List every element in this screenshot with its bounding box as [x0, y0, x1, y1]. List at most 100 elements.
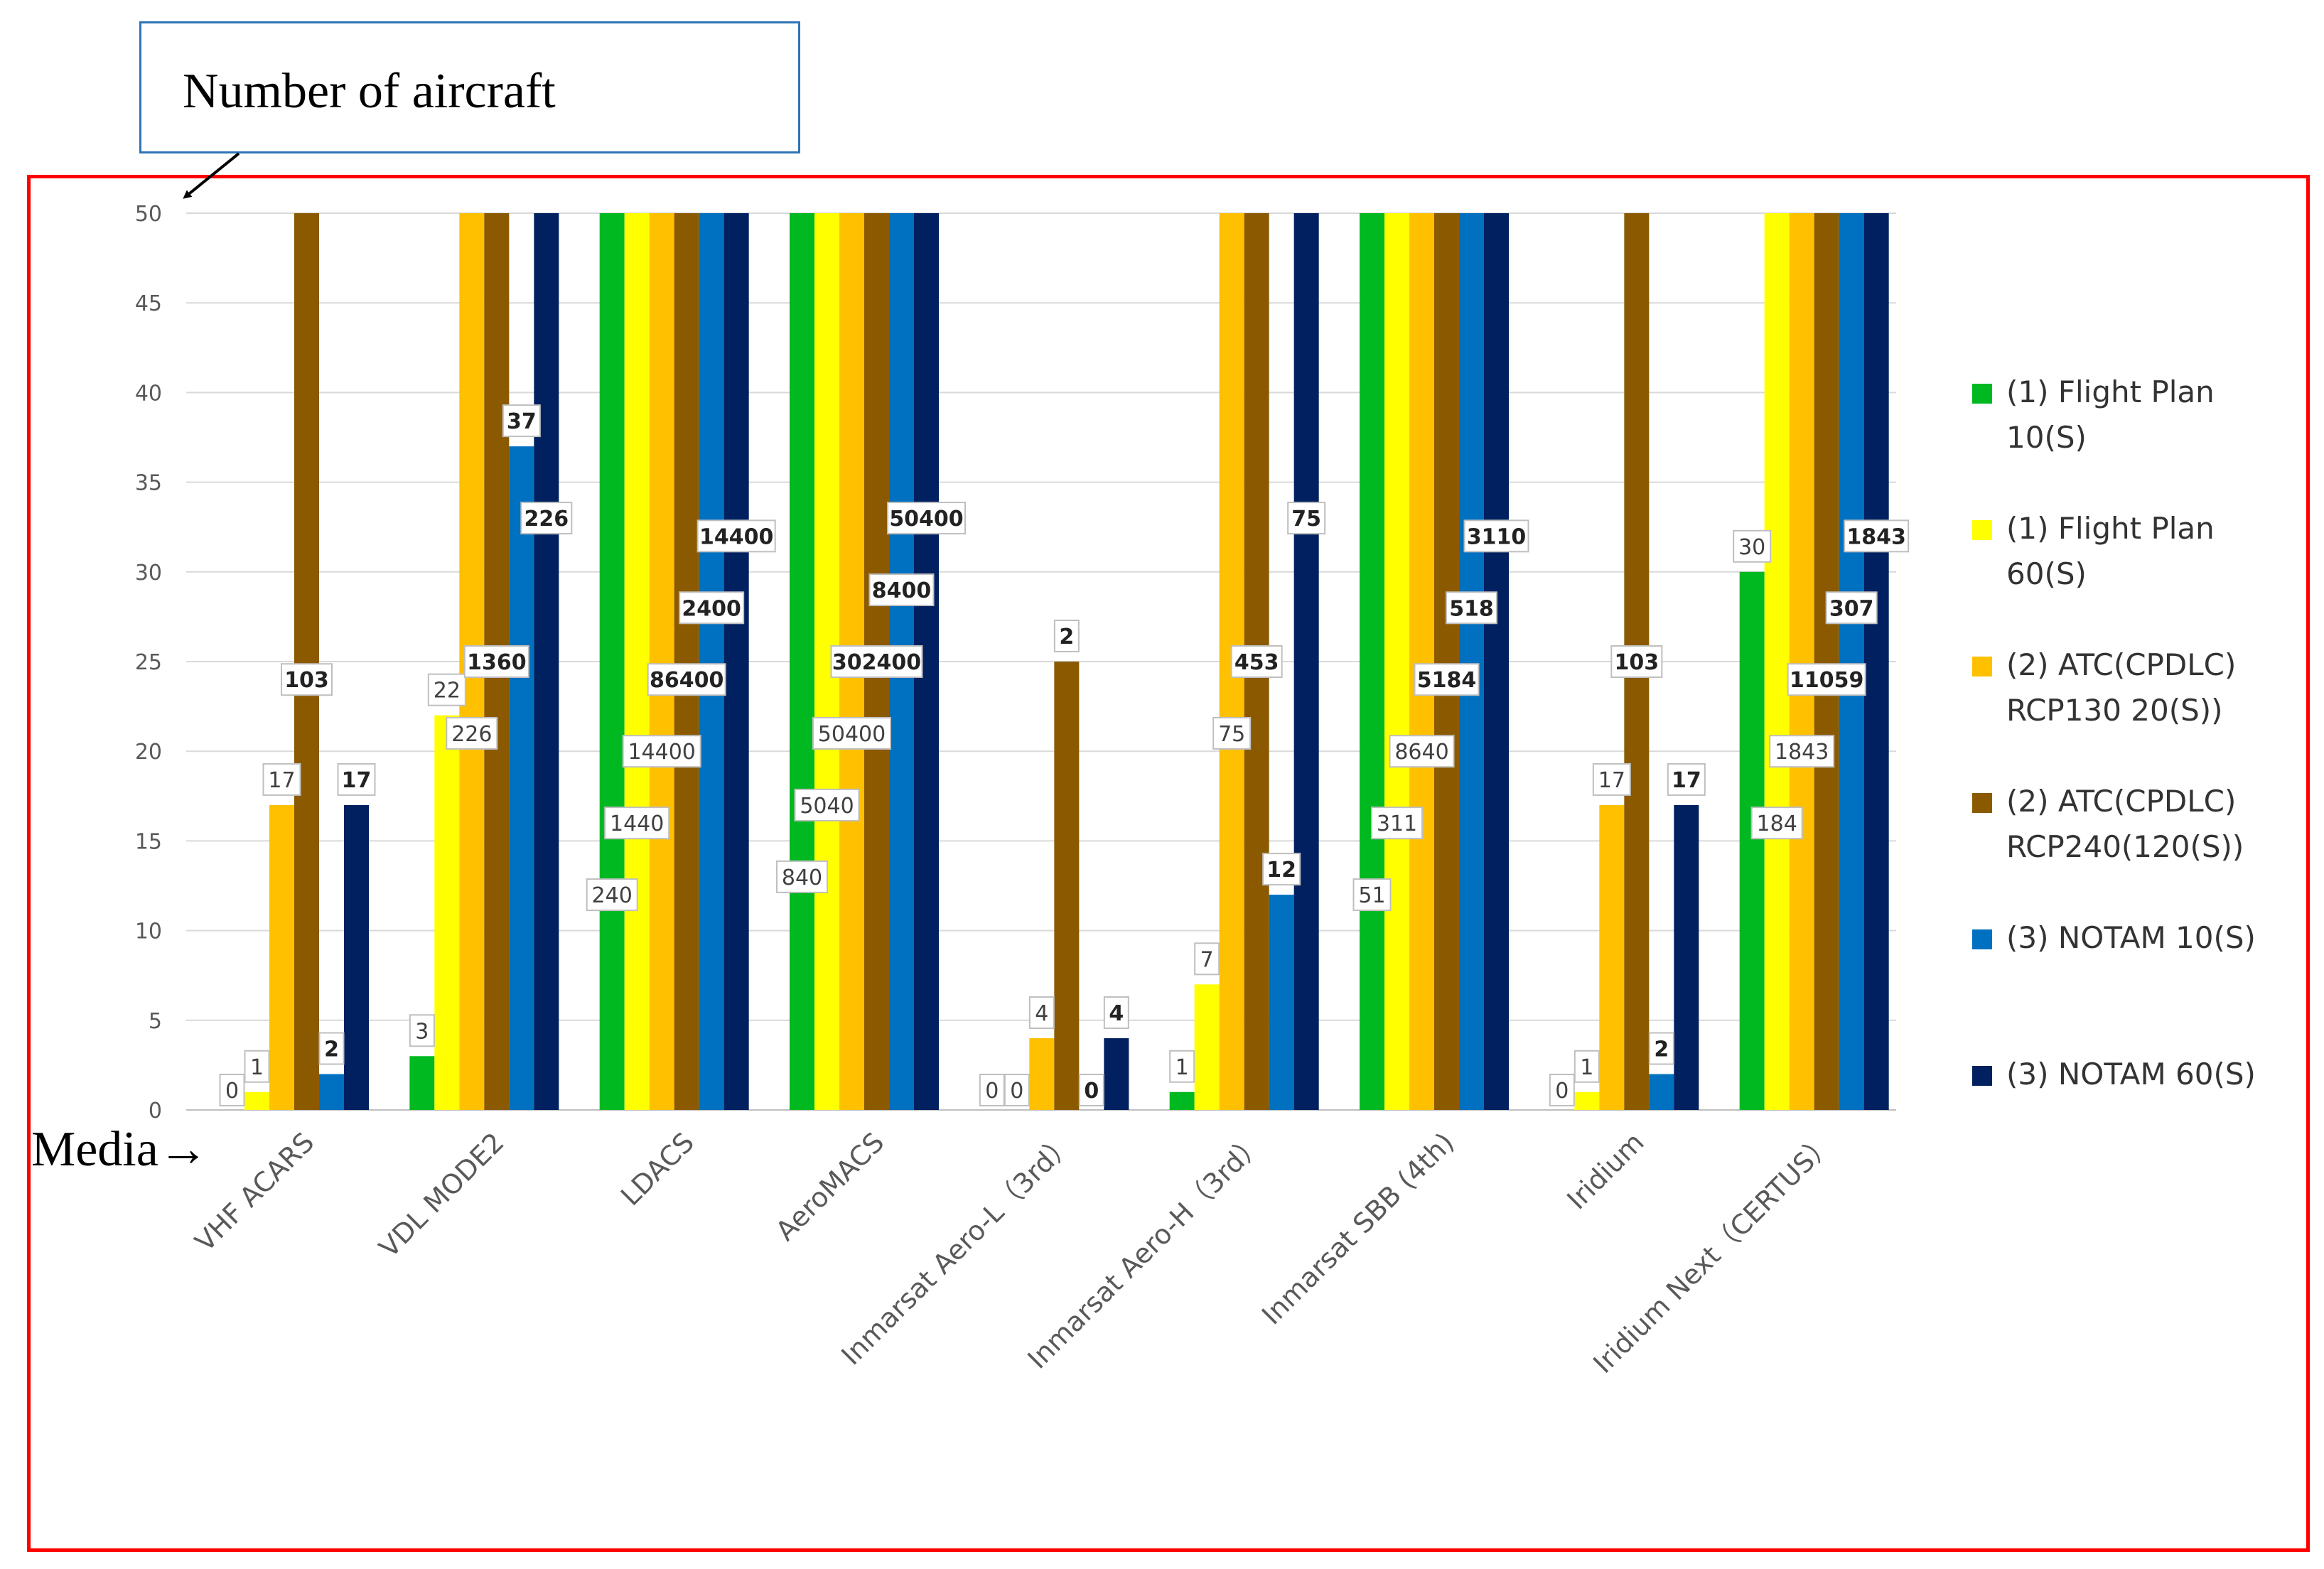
data-label: 50400 — [889, 507, 963, 532]
data-label-box — [1352, 878, 1392, 912]
bar — [344, 804, 369, 1110]
bar — [1459, 213, 1484, 1110]
data-label: 1843 — [1846, 524, 1906, 549]
data-label-box — [318, 1032, 345, 1065]
data-label-box — [262, 762, 301, 796]
legend-swatch — [1972, 384, 1992, 404]
bar — [244, 1091, 269, 1110]
bar — [674, 213, 699, 1110]
legend-label: (1) Flight Plan 10(S) — [2006, 374, 2215, 455]
y-tick-label: 20 — [135, 740, 162, 765]
data-label: 103 — [284, 668, 329, 693]
data-label: 17 — [1672, 768, 1701, 793]
y-tick-label: 15 — [135, 829, 162, 854]
data-label-box — [1004, 1074, 1030, 1106]
x-axis-label: Media→ — [31, 1122, 208, 1177]
data-label: 51 — [1358, 883, 1385, 908]
box-arrow — [183, 152, 240, 199]
data-label-box — [1194, 942, 1220, 976]
bar — [1839, 213, 1864, 1110]
data-label: 3 — [415, 1019, 429, 1044]
data-label-box — [502, 404, 541, 438]
y-tick-label: 45 — [135, 291, 162, 316]
y-axis-label: Number of aircraft — [183, 64, 556, 119]
data-label-box — [812, 716, 891, 750]
bar — [1574, 1091, 1600, 1110]
data-label-box — [868, 573, 935, 607]
data-label-box — [1769, 735, 1835, 768]
bar — [1384, 213, 1409, 1110]
data-label-box — [1573, 1050, 1600, 1083]
legend-label: (1) Flight Plan 60(S) — [2006, 511, 2215, 591]
data-label-box — [1446, 591, 1497, 625]
data-label-box — [696, 519, 776, 553]
data-label-box — [1169, 1050, 1195, 1083]
data-label-box — [337, 762, 376, 796]
data-label: 30 — [1738, 535, 1765, 560]
data-label-box — [409, 1014, 435, 1047]
data-label: 0 — [985, 1079, 999, 1104]
data-label: 7 — [1200, 947, 1214, 972]
bar — [294, 213, 319, 1110]
data-label: 8640 — [1394, 740, 1448, 765]
data-label-box — [1825, 591, 1878, 625]
bar — [509, 446, 534, 1110]
data-label-box — [1549, 1074, 1575, 1106]
data-label: 307 — [1829, 596, 1874, 621]
x-tick-label: LDACS — [615, 1126, 700, 1212]
bar — [1674, 804, 1699, 1110]
bar — [434, 715, 460, 1110]
data-label-box — [1262, 853, 1301, 886]
data-label: 311 — [1377, 812, 1417, 836]
data-label-box — [1028, 996, 1055, 1030]
data-label: 5040 — [800, 794, 854, 819]
legend-swatch — [1972, 520, 1992, 540]
data-label: 75 — [1291, 507, 1321, 532]
data-label: 226 — [451, 722, 492, 747]
data-label: 8400 — [872, 578, 932, 603]
data-label: 17 — [268, 768, 295, 793]
data-label: 50400 — [818, 722, 886, 747]
data-label: 1 — [1580, 1055, 1593, 1080]
data-label: 1843 — [1775, 740, 1829, 765]
y-tick-label: 0 — [149, 1099, 162, 1123]
data-label: 11059 — [1790, 668, 1863, 693]
bar — [1104, 1038, 1129, 1110]
chart-frame — [27, 175, 2310, 1552]
data-label-box — [679, 591, 745, 625]
data-label-box — [520, 502, 573, 535]
data-label: 3110 — [1467, 524, 1527, 549]
data-label-box — [1667, 762, 1706, 796]
data-label-box — [604, 807, 670, 840]
y-tick-label: 25 — [135, 650, 162, 675]
data-label: 17 — [342, 768, 372, 793]
data-label: 2 — [1059, 625, 1074, 649]
data-label: 2400 — [682, 596, 741, 621]
data-label-box — [1287, 502, 1326, 535]
data-label: 86400 — [650, 668, 723, 693]
y-tick-label: 5 — [149, 1009, 162, 1034]
bar — [1029, 1038, 1055, 1110]
data-label-box — [1750, 807, 1803, 840]
data-label: 22 — [434, 679, 461, 703]
data-label-box — [622, 735, 701, 768]
legend-swatch — [1972, 1066, 1992, 1086]
y-axis-label-box: Number of aircraft — [139, 21, 800, 153]
bar — [1863, 213, 1889, 1110]
data-label-box — [1414, 663, 1480, 696]
data-label-box — [463, 645, 529, 678]
data-label-box — [1103, 996, 1129, 1030]
data-label: 240 — [592, 883, 633, 908]
data-label: 14400 — [699, 524, 773, 549]
data-label: 37 — [507, 409, 537, 434]
x-tick-label: VHF ACARS — [189, 1126, 320, 1257]
data-label-box — [1230, 645, 1283, 678]
data-label-box — [281, 663, 333, 696]
data-label: 226 — [524, 507, 569, 532]
data-label: 4 — [1109, 1001, 1124, 1026]
data-label-box — [1733, 529, 1772, 563]
x-tick-label: AeroMACS — [770, 1126, 890, 1246]
data-label-box — [1078, 1074, 1104, 1106]
